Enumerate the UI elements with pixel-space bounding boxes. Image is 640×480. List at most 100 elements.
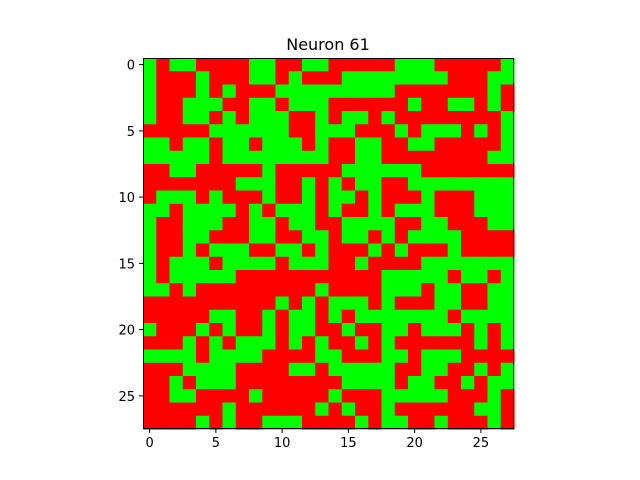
heatmap-cell: [394, 150, 409, 165]
heatmap-cell: [447, 190, 462, 205]
heatmap-cell: [368, 415, 383, 430]
heatmap-cell: [315, 58, 330, 72]
heatmap-cell: [169, 230, 184, 245]
heatmap-cell: [315, 71, 330, 86]
heatmap-cell: [500, 71, 515, 86]
heatmap-cell: [368, 323, 383, 337]
heatmap-cell: [447, 177, 462, 192]
heatmap-cell: [487, 415, 502, 430]
heatmap-cell: [222, 137, 237, 152]
heatmap-cell: [169, 164, 184, 178]
heatmap-cell: [355, 402, 369, 417]
heatmap-cell: [355, 270, 369, 284]
heatmap-cell: [249, 256, 263, 271]
heatmap-cell: [408, 97, 422, 112]
heatmap-cell: [275, 349, 290, 364]
heatmap-cell: [447, 243, 462, 258]
heatmap-cell: [474, 415, 489, 430]
heatmap-cell: [474, 190, 489, 205]
heatmap-cell: [182, 349, 197, 364]
heatmap-cell: [394, 177, 409, 192]
heatmap-cell: [474, 230, 489, 245]
heatmap-cell: [169, 137, 184, 152]
heatmap-cell: [474, 296, 489, 311]
heatmap-cell: [474, 336, 489, 351]
heatmap-cell: [408, 256, 422, 271]
heatmap-cell: [434, 190, 449, 205]
heatmap-cell: [381, 376, 396, 390]
heatmap-cell: [500, 362, 515, 377]
heatmap-cell: [288, 137, 303, 152]
heatmap-cell: [447, 256, 462, 271]
heatmap-cell: [341, 349, 356, 364]
heatmap-cell: [288, 296, 303, 311]
heatmap-cell: [182, 177, 197, 192]
heatmap-cell: [288, 124, 303, 139]
heatmap-cell: [288, 71, 303, 86]
heatmap-cell: [235, 349, 250, 364]
heatmap-cell: [355, 362, 369, 377]
heatmap-cell: [196, 296, 210, 311]
heatmap-cell: [169, 97, 184, 112]
heatmap-cell: [368, 256, 383, 271]
heatmap-cell: [394, 190, 409, 205]
heatmap-cell: [196, 97, 210, 112]
heatmap-cell: [235, 71, 250, 86]
heatmap-cell: [182, 323, 197, 337]
heatmap-cell: [315, 124, 330, 139]
heatmap-cell: [196, 111, 210, 125]
x-tick-label: 0: [145, 436, 153, 451]
heatmap-cell: [474, 71, 489, 86]
heatmap-cell: [381, 362, 396, 377]
heatmap-cell: [182, 137, 197, 152]
heatmap-cell: [408, 58, 422, 72]
heatmap-cell: [421, 283, 436, 298]
heatmap-cell: [209, 349, 224, 364]
heatmap-cell: [222, 177, 237, 192]
heatmap-cell: [328, 177, 343, 192]
heatmap-cell: [262, 177, 277, 192]
heatmap-cell: [169, 415, 184, 430]
heatmap-cell: [169, 190, 184, 205]
heatmap-cell: [315, 217, 330, 231]
heatmap-cell: [302, 111, 316, 125]
heatmap-cell: [394, 164, 409, 178]
heatmap-cell: [394, 283, 409, 298]
heatmap-cell: [169, 203, 184, 218]
heatmap-cell: [474, 164, 489, 178]
heatmap-cell: [447, 217, 462, 231]
heatmap-cell: [249, 124, 263, 139]
heatmap-cell: [249, 362, 263, 377]
heatmap-cell: [434, 137, 449, 152]
heatmap-cell: [315, 150, 330, 165]
heatmap-cell: [434, 203, 449, 218]
heatmap-cell: [355, 164, 369, 178]
heatmap-cell: [262, 243, 277, 258]
heatmap-cell: [341, 323, 356, 337]
heatmap-cell: [315, 270, 330, 284]
heatmap-cell: [394, 217, 409, 231]
heatmap-cell: [222, 71, 237, 86]
heatmap-cell: [434, 323, 449, 337]
heatmap-cell: [500, 111, 515, 125]
heatmap-cell: [143, 217, 157, 231]
heatmap-cell: [341, 296, 356, 311]
heatmap-cell: [262, 296, 277, 311]
heatmap-cell: [341, 336, 356, 351]
heatmap-cell: [328, 349, 343, 364]
heatmap-cell: [434, 296, 449, 311]
heatmap-cell: [421, 217, 436, 231]
heatmap-cell: [249, 177, 263, 192]
heatmap-cell: [394, 137, 409, 152]
heatmap-cell: [182, 84, 197, 99]
x-tick-label: 15: [340, 436, 357, 451]
heatmap-cell: [209, 256, 224, 271]
heatmap-cell: [368, 58, 383, 72]
heatmap-cell: [315, 84, 330, 99]
heatmap-cell: [288, 362, 303, 377]
heatmap-cell: [328, 243, 343, 258]
heatmap-cell: [474, 402, 489, 417]
heatmap-cell: [315, 309, 330, 324]
heatmap-cell: [275, 362, 290, 377]
heatmap-cell: [381, 217, 396, 231]
